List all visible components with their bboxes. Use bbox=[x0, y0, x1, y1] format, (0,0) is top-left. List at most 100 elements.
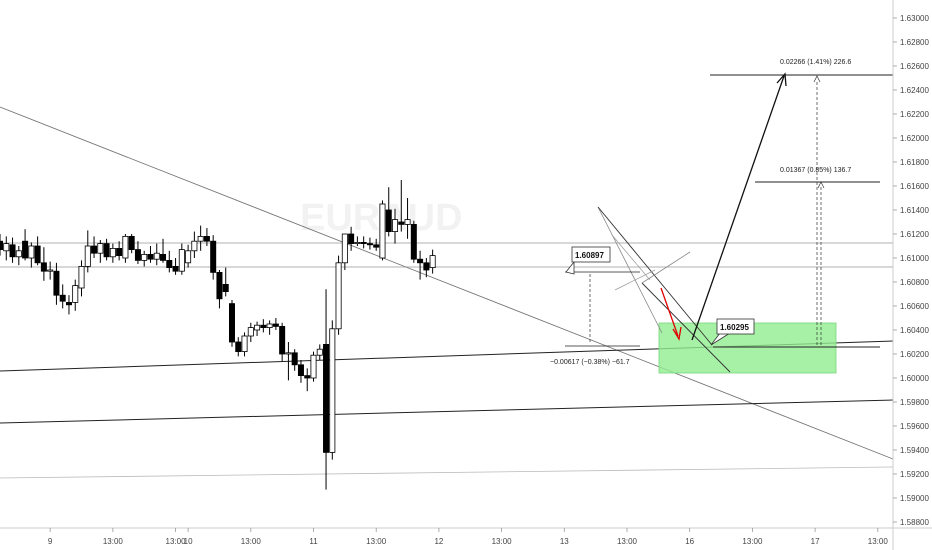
time-tick-label: 13:00 bbox=[617, 537, 638, 546]
candle-body-bullish bbox=[429, 255, 436, 269]
candle bbox=[15, 246, 22, 266]
measure-up-arrowhead-1 bbox=[813, 75, 821, 83]
candle-body-bearish bbox=[65, 301, 72, 306]
candle-body-bearish bbox=[59, 294, 66, 302]
wedge-line-3 bbox=[641, 282, 731, 373]
price-tick-label: 1.61000 bbox=[900, 254, 929, 263]
price-tick-label: 1.58800 bbox=[900, 518, 929, 527]
candle-body-bearish bbox=[116, 247, 123, 256]
candle-body-bullish bbox=[178, 249, 185, 272]
candle-body-bearish bbox=[235, 341, 242, 352]
candle-body-bullish bbox=[15, 250, 22, 258]
time-tick-label: 17 bbox=[811, 537, 820, 546]
candle bbox=[3, 236, 10, 261]
price-tick-label: 1.59600 bbox=[900, 422, 929, 431]
candle-body-bearish bbox=[410, 223, 417, 260]
candle-body-bullish bbox=[141, 253, 148, 261]
candle-body-bearish bbox=[40, 262, 47, 272]
trendline-bottom bbox=[0, 466, 894, 479]
candle-body-bearish bbox=[128, 235, 135, 250]
candle bbox=[254, 321, 261, 336]
time-tick-label: 13:00 bbox=[241, 537, 262, 546]
candle-body-bearish bbox=[373, 244, 380, 248]
candle-body-bullish bbox=[329, 328, 336, 453]
price-label-1-box bbox=[571, 246, 611, 263]
candle bbox=[128, 234, 135, 254]
candle bbox=[210, 235, 217, 280]
candle bbox=[185, 244, 192, 268]
trendline-descending bbox=[0, 106, 894, 460]
candle-body-bearish bbox=[147, 253, 154, 260]
price-tick-label: 1.59000 bbox=[900, 494, 929, 503]
candle bbox=[122, 234, 129, 263]
price-tick-label: 1.60400 bbox=[900, 326, 929, 335]
candle bbox=[197, 225, 204, 251]
price-tick-label: 1.60000 bbox=[900, 374, 929, 383]
candle-body-bullish bbox=[241, 335, 248, 352]
measure-down-label: −0.00617 (−0.38%) −61.7 bbox=[550, 359, 630, 366]
candle bbox=[222, 267, 229, 297]
candle bbox=[235, 337, 242, 357]
candle bbox=[228, 300, 235, 347]
candle-body-bearish bbox=[423, 262, 430, 271]
candle bbox=[272, 318, 279, 330]
projection-arrowhead-black bbox=[776, 72, 787, 87]
candle bbox=[373, 238, 380, 251]
candle bbox=[53, 262, 60, 305]
candle-body-bullish bbox=[335, 262, 342, 330]
projection-arrowhead-red bbox=[672, 326, 682, 341]
candle bbox=[84, 230, 91, 273]
time-tick-label: 13:00 bbox=[868, 537, 889, 546]
candle-body-bullish bbox=[354, 241, 361, 244]
candle-body-bearish bbox=[222, 283, 229, 292]
candle bbox=[279, 322, 286, 362]
price-tick-label: 1.61600 bbox=[900, 182, 929, 191]
measure-up-arrowhead-2 bbox=[817, 181, 825, 189]
candle-body-bearish bbox=[228, 303, 235, 343]
candle-body-bullish bbox=[97, 243, 104, 254]
candle bbox=[404, 198, 411, 239]
candle-body-bullish bbox=[122, 235, 129, 259]
candle-body-bullish bbox=[84, 245, 91, 267]
candle bbox=[40, 247, 47, 281]
candle-body-bullish bbox=[247, 327, 254, 337]
candle-body-bullish bbox=[316, 348, 323, 356]
candle bbox=[247, 322, 254, 342]
candle-body-bearish bbox=[385, 209, 392, 233]
candle bbox=[429, 249, 436, 274]
price-tick-label: 1.60200 bbox=[900, 350, 929, 359]
candle-body-bearish bbox=[203, 235, 210, 242]
price-axis[interactable]: 1.63000 1.62800 1.62600 1.62400 1.62200 1.620… bbox=[893, 14, 929, 527]
candle bbox=[109, 243, 116, 263]
candle bbox=[47, 261, 54, 280]
candle-body-bearish bbox=[160, 253, 167, 261]
candle-body-bullish bbox=[191, 240, 198, 252]
candle-body-bullish bbox=[310, 354, 317, 379]
measure-up-2-label: 0.02266 (1.41%) 226.6 bbox=[780, 59, 851, 66]
price-tick-label: 1.59200 bbox=[900, 470, 929, 479]
candle-body-bullish bbox=[72, 285, 79, 303]
wedge-line-2 bbox=[597, 206, 713, 346]
candle-body-bearish bbox=[398, 221, 405, 225]
candle-body-bullish bbox=[185, 250, 192, 264]
candle-body-bullish bbox=[3, 243, 10, 252]
candle bbox=[203, 228, 210, 246]
candle bbox=[216, 270, 223, 309]
measure-up-1-label: 0.01367 (0.85%) 136.7 bbox=[780, 167, 851, 174]
projection-arrow-red bbox=[660, 287, 679, 337]
candle bbox=[59, 284, 66, 309]
candle bbox=[285, 342, 292, 381]
candles-layer bbox=[0, 180, 436, 490]
time-tick-label: 13:00 bbox=[166, 537, 187, 546]
candle bbox=[366, 237, 373, 250]
candle-body-bearish bbox=[291, 352, 298, 366]
candle bbox=[0, 234, 3, 256]
candle-body-bearish bbox=[216, 271, 223, 300]
candle-body-bearish bbox=[53, 270, 60, 296]
candle bbox=[410, 220, 417, 263]
time-tick-label: 9 bbox=[48, 537, 53, 546]
candle-body-bullish bbox=[254, 324, 261, 331]
candle-body-bearish bbox=[417, 258, 424, 264]
